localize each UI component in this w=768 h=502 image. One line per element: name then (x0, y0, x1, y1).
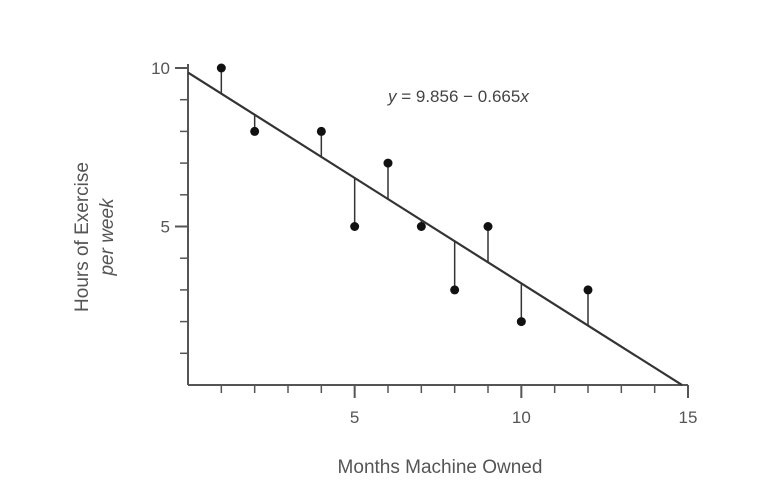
tick-marks (175, 67, 689, 398)
equation-y-symbol: y (387, 87, 398, 106)
x-tick-label: 5 (350, 408, 359, 427)
data-point (583, 285, 593, 295)
data-point (483, 222, 493, 231)
y-tick-label: 10 (151, 59, 170, 78)
x-tick-label: 15 (679, 408, 698, 427)
regression-equation: y = 9.856 − 0.665x (387, 87, 529, 106)
residual-lines (220, 68, 589, 326)
data-point (316, 126, 326, 136)
equation-x-symbol: x (519, 87, 529, 106)
y-axis-title-line-1: Hours of Exercise (72, 162, 93, 312)
equation-body: = 9.856 − 0.665 (397, 87, 521, 106)
data-point (416, 222, 426, 231)
data-point (216, 63, 226, 73)
regression-line-group (187, 71, 683, 386)
tick-labels: 5 10 15 5 10 (151, 59, 697, 427)
data-point (350, 222, 360, 231)
data-point (450, 285, 460, 295)
y-tick-label: 5 (161, 218, 170, 237)
data-point (383, 158, 393, 168)
regression-line (187, 71, 683, 386)
data-point (516, 317, 526, 327)
data-points (216, 63, 593, 327)
y-axis-title-line-2: per week (97, 197, 118, 277)
x-tick-label: 10 (512, 408, 531, 427)
x-axis-title: Months Machine Owned (338, 457, 543, 478)
data-point (250, 126, 260, 136)
axes (187, 64, 688, 386)
